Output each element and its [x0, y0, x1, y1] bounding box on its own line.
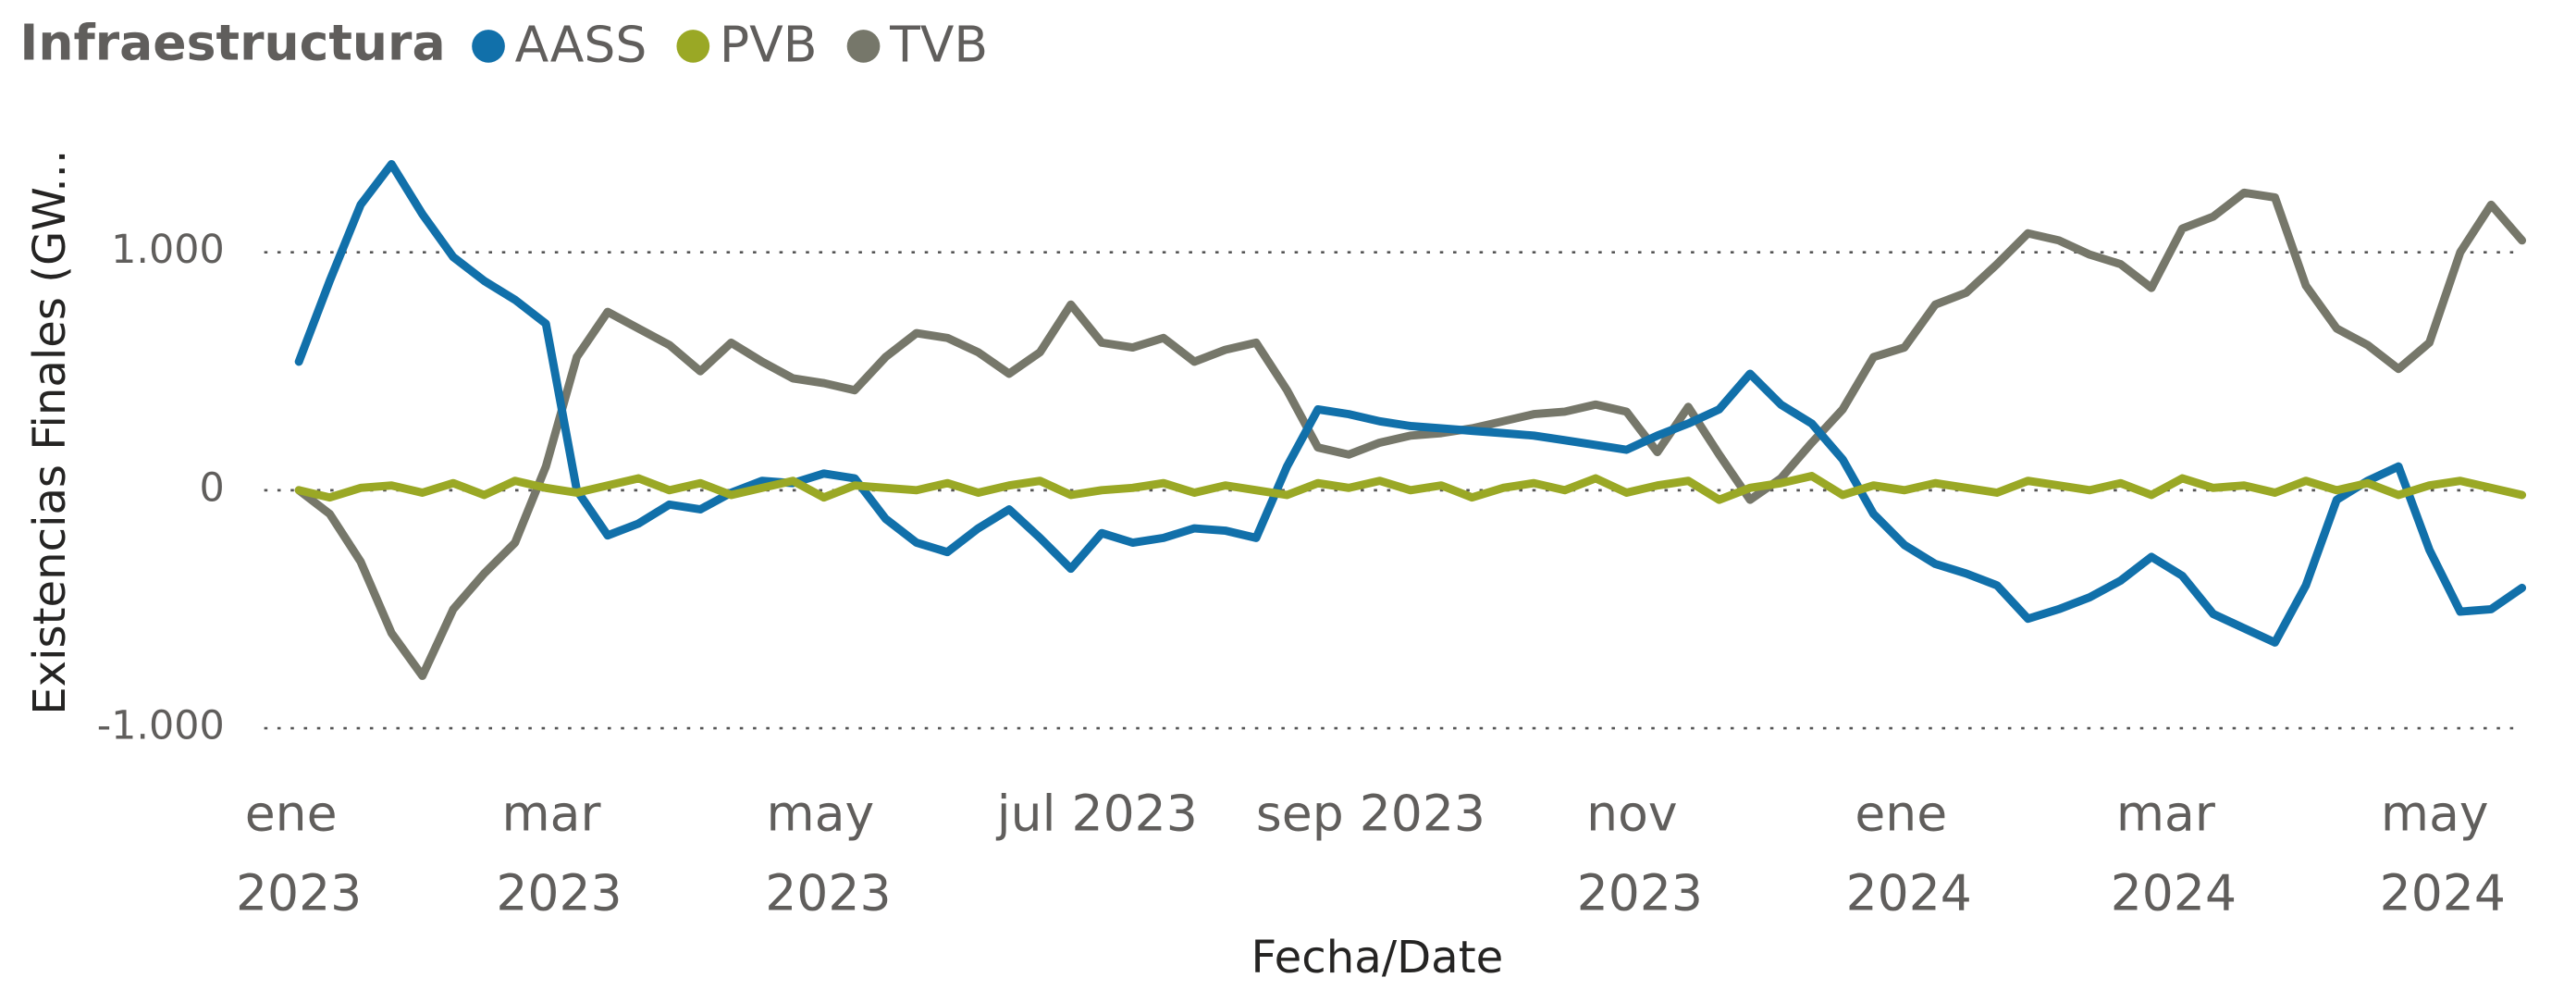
x-tick-label: mar 2024 [2111, 784, 2237, 922]
series-line [294, 188, 2527, 680]
legend-label: PVB [720, 15, 818, 73]
series-line [294, 159, 2527, 647]
legend-label: TVB [889, 15, 988, 73]
x-axis-title: Fecha/Date [1251, 932, 1504, 984]
y-tick-label: 1.000 [111, 227, 225, 273]
legend-marker [846, 30, 881, 63]
x-tick-label: may 2023 [765, 784, 891, 922]
x-tick-label: mar 2023 [496, 784, 622, 922]
legend-label: AASS [515, 15, 647, 73]
y-tick-label: 0 [200, 464, 225, 511]
legend-title: Infraestructura [19, 14, 445, 72]
y-tick-label: -1.000 [97, 703, 225, 749]
x-tick-label: nov 2023 [1577, 784, 1703, 922]
x-tick-label: jul 2023 [996, 784, 1198, 842]
y-axis-title: Existencias Finales (GW... [24, 150, 76, 715]
x-tick-label: sep 2023 [1256, 784, 1485, 842]
legend-marker [472, 30, 505, 63]
x-tick-label: ene 2023 [236, 784, 362, 922]
series-line [294, 472, 2527, 504]
x-tick-label: may 2024 [2380, 784, 2506, 922]
legend-marker [676, 30, 710, 63]
x-tick-label: ene 2024 [1846, 784, 1972, 922]
